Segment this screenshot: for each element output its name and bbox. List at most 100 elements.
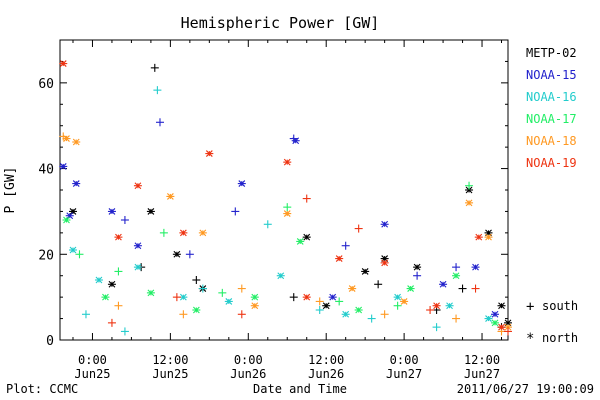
south-point-noaa-19 — [504, 327, 512, 336]
legend-entry: NOAA-19 — [526, 156, 577, 170]
south-point-noaa-17 — [159, 228, 168, 237]
south-point-noaa-15 — [231, 207, 240, 216]
north-marker-label: north — [542, 331, 578, 345]
south-point-noaa-16 — [153, 86, 162, 95]
south-point-noaa-15 — [120, 216, 129, 224]
north-point-noaa-18 — [484, 233, 493, 241]
north-point-metp-02 — [361, 268, 370, 275]
data-marks — [59, 60, 512, 336]
x-axis: 0:00Jun2512:00Jun250:00Jun2612:00Jun260:… — [72, 40, 503, 381]
south-point-metp-02 — [374, 280, 383, 289]
legend-entry: NOAA-15 — [526, 68, 577, 82]
south-point-noaa-16 — [120, 327, 129, 336]
north-point-noaa-19 — [133, 182, 142, 190]
north-point-metp-02 — [146, 208, 155, 215]
north-point-noaa-17 — [146, 289, 155, 297]
x-tick-date: Jun25 — [74, 367, 110, 381]
south-point-noaa-19 — [107, 318, 116, 327]
y-tick-label: 60 — [38, 77, 54, 92]
y-tick-label: 20 — [38, 248, 54, 263]
north-point-metp-02 — [107, 280, 116, 288]
x-tick-date: Jun26 — [230, 367, 266, 381]
north-point-noaa-19 — [335, 255, 344, 262]
x-tick-time: 0:00 — [390, 353, 419, 367]
north-point-noaa-15 — [471, 263, 480, 271]
north-point-noaa-15 — [59, 163, 68, 170]
south-point-noaa-16 — [198, 284, 207, 293]
south-point-noaa-19 — [302, 194, 311, 203]
south-point-noaa-16 — [367, 314, 376, 323]
north-point-noaa-18 — [166, 193, 175, 200]
north-point-noaa-15 — [491, 310, 500, 318]
x-tick-date: Jun27 — [464, 367, 500, 381]
north-point-noaa-15 — [380, 220, 389, 228]
x-tick-time: 0:00 — [234, 353, 263, 367]
south-point-noaa-17 — [75, 250, 84, 259]
north-marker-symbol: * — [526, 331, 534, 347]
south-point-metp-02 — [150, 63, 159, 72]
north-point-noaa-15 — [237, 180, 246, 187]
south-point-noaa-18 — [380, 310, 389, 319]
y-tick-label: 0 — [46, 334, 54, 349]
y-axis-label: P [GW] — [3, 167, 18, 214]
x-tick-time: 12:00 — [152, 353, 188, 367]
north-point-noaa-19 — [205, 150, 214, 157]
south-marker-label: south — [542, 299, 578, 313]
north-point-noaa-17 — [296, 238, 305, 245]
north-point-noaa-17 — [62, 216, 71, 224]
south-point-noaa-19 — [426, 306, 435, 314]
north-point-noaa-15 — [107, 208, 116, 215]
south-point-metp-02 — [192, 276, 201, 284]
south-point-noaa-18 — [114, 301, 123, 310]
legend-entry: NOAA-17 — [526, 112, 577, 126]
marker-legend: + south * north — [526, 299, 578, 347]
south-point-noaa-17 — [114, 267, 123, 276]
south-point-noaa-18 — [452, 314, 461, 323]
north-point-noaa-19 — [302, 293, 311, 301]
north-point-noaa-18 — [198, 229, 207, 237]
x-tick-time: 12:00 — [464, 353, 500, 367]
south-point-metp-02 — [458, 284, 467, 293]
y-axis: 0 20 40 60 — [38, 60, 508, 349]
south-point-noaa-18 — [315, 297, 324, 306]
north-point-metp-02 — [302, 233, 311, 241]
north-point-noaa-16 — [341, 310, 350, 318]
north-point-noaa-18 — [250, 302, 259, 310]
south-point-noaa-18 — [237, 284, 246, 293]
north-point-noaa-18 — [348, 285, 357, 292]
plot-frame — [59, 39, 509, 341]
north-point-noaa-19 — [497, 323, 506, 331]
north-point-noaa-16 — [224, 298, 233, 305]
north-point-noaa-18 — [72, 138, 81, 146]
north-point-noaa-19 — [283, 158, 292, 166]
north-point-noaa-16 — [276, 272, 285, 280]
north-point-noaa-18 — [465, 199, 474, 207]
north-point-metp-02 — [322, 302, 331, 310]
plot-timestamp: 2011/06/27 19:00:09 — [457, 382, 594, 396]
chart-title: Hemispheric Power [GW] — [181, 14, 380, 32]
north-point-noaa-19 — [114, 233, 123, 241]
x-tick-time: 0:00 — [78, 353, 107, 367]
south-point-noaa-16 — [263, 220, 272, 229]
south-point-noaa-19 — [471, 284, 480, 293]
x-axis-label: Date and Time — [253, 382, 347, 396]
north-point-noaa-18 — [400, 298, 409, 305]
north-point-noaa-17 — [192, 306, 201, 314]
south-point-noaa-15 — [413, 271, 422, 280]
x-tick-time: 12:00 — [308, 353, 344, 367]
south-point-metp-02 — [289, 293, 298, 302]
south-point-noaa-17 — [283, 203, 292, 212]
south-point-noaa-15 — [185, 250, 194, 259]
legend-entry: NOAA-16 — [526, 90, 577, 104]
north-point-noaa-15 — [72, 180, 81, 187]
y-tick-label: 40 — [38, 163, 54, 178]
north-point-noaa-16 — [445, 302, 454, 310]
south-point-noaa-18 — [179, 310, 188, 319]
south-point-noaa-16 — [81, 310, 90, 319]
south-point-noaa-17 — [218, 288, 227, 297]
legend: METP-02 NOAA-15 NOAA-16 NOAA-17 NOAA-18 NOAA-… — [526, 46, 577, 170]
north-point-noaa-15 — [328, 293, 337, 301]
north-point-noaa-16 — [484, 315, 493, 322]
south-point-noaa-16 — [315, 306, 324, 314]
